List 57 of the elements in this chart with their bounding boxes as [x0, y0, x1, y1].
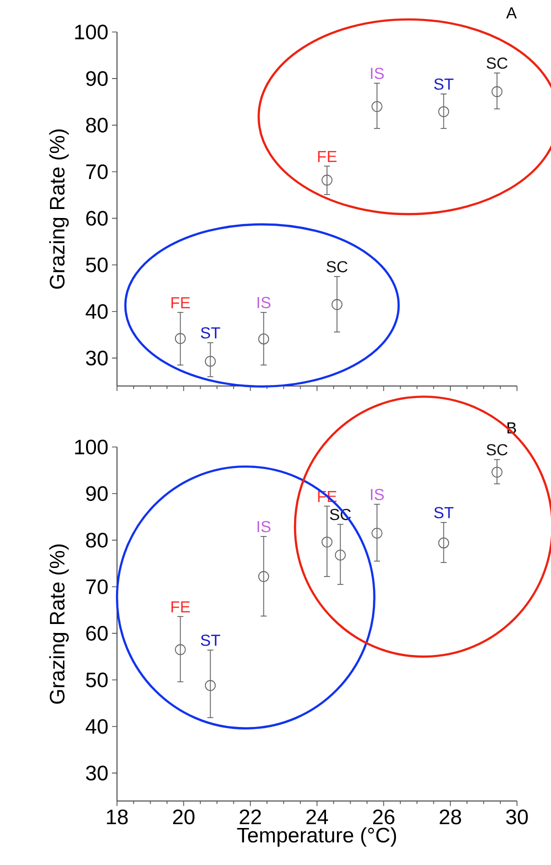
y-tick-label: 100 — [75, 24, 108, 40]
y-tick-label: 100 — [75, 440, 108, 454]
point — [322, 174, 332, 186]
y-tick-label: 50 — [86, 672, 108, 688]
y-tick-label: 40 — [86, 719, 108, 734]
y-tick-label: 90 — [86, 486, 108, 501]
y-tick-label: 80 — [86, 118, 108, 133]
point — [258, 571, 270, 582]
point — [492, 86, 502, 98]
annotation: FE — [171, 601, 190, 612]
y-tick-label: 70 — [86, 164, 108, 180]
annotation: IS — [258, 296, 270, 308]
x-tick-label: 26 — [373, 810, 394, 824]
x-tick-label: 20 — [173, 810, 194, 824]
y-tick-label: 30 — [86, 766, 108, 780]
annotation: ST — [200, 327, 220, 338]
y-tick-label: 70 — [86, 579, 108, 594]
annotation: ST — [434, 506, 454, 518]
y-tick-label: 60 — [86, 626, 108, 641]
point — [438, 538, 450, 548]
point — [372, 528, 382, 539]
point — [258, 334, 270, 344]
annotation: ST — [200, 634, 220, 646]
y-tick-label: 30 — [86, 350, 108, 366]
y-tick-label: 60 — [86, 210, 108, 226]
point — [204, 356, 216, 367]
point — [322, 536, 332, 548]
annotation: IS — [370, 488, 384, 500]
annotation: SC — [486, 444, 508, 456]
annotation: SC — [326, 261, 348, 272]
annotation: FE — [318, 150, 337, 162]
annotation: ST — [434, 78, 454, 90]
x-tick-label: 30 — [506, 810, 528, 824]
text: A — [506, 7, 517, 18]
x-tick-label: 28 — [440, 810, 462, 824]
y-tick-label: 50 — [86, 257, 108, 272]
y-tick-label: 90 — [86, 71, 108, 86]
point — [492, 466, 502, 478]
x-tick-label: 24 — [306, 810, 328, 824]
annotation: IS — [370, 68, 384, 80]
annotation: IS — [258, 520, 270, 532]
point — [334, 550, 346, 561]
point — [174, 333, 186, 344]
y-tick-label: 40 — [86, 304, 108, 319]
point — [174, 644, 186, 656]
x-axis-title: Temperature (°C) — [237, 827, 396, 847]
y-axis-title: Grazing Rate (%) — [49, 544, 69, 704]
y-tick-label: 80 — [86, 532, 108, 548]
point — [204, 680, 216, 691]
point — [438, 106, 450, 118]
point — [332, 299, 342, 310]
x-tick-label: 22 — [240, 810, 261, 824]
annotation: SC — [486, 58, 508, 69]
y-axis-title: Grazing Rate (%) — [49, 130, 69, 289]
annotation: FE — [171, 297, 190, 308]
point — [372, 101, 382, 112]
x-tick-label: 18 — [106, 810, 128, 824]
